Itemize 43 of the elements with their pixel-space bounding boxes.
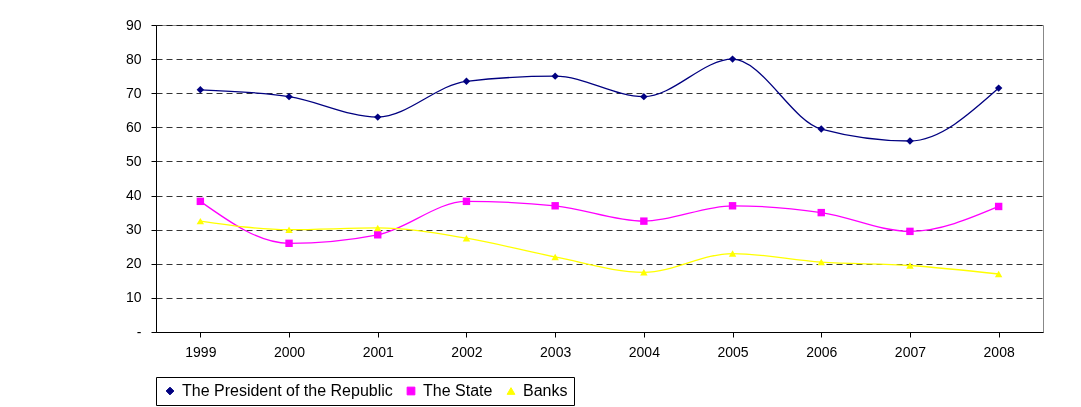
point: [640, 217, 648, 225]
x-tick-label: 2006: [806, 343, 838, 360]
x-tick-label: 2000: [273, 343, 306, 360]
point: [906, 227, 914, 236]
y-tick-label: -: [136, 323, 142, 340]
legend-label: The State: [423, 382, 493, 399]
x-tick-label: 2008: [983, 343, 1015, 360]
point: [640, 269, 648, 276]
point: [551, 202, 559, 210]
point: [196, 86, 205, 94]
point: [462, 77, 471, 85]
point: [994, 84, 1003, 92]
x-tick-label: 2007: [894, 343, 927, 360]
point: [728, 250, 737, 257]
point: [196, 217, 205, 225]
point: [994, 270, 1003, 278]
point: [640, 92, 648, 101]
point: [551, 72, 559, 80]
x-tick-label: 2002: [451, 343, 483, 360]
point: [285, 226, 293, 233]
y-tick-label: 70: [125, 84, 142, 101]
x-tick-label: 2004: [628, 343, 661, 360]
y-tick-label: 80: [125, 50, 142, 67]
x-tick-label: 2005: [717, 343, 749, 360]
legend-label: The President of the Republic: [182, 382, 393, 399]
point: [728, 55, 737, 63]
y-tick-label: 20: [125, 255, 142, 272]
point: [906, 262, 914, 269]
x-tick-label: 2001: [362, 343, 395, 360]
point: [374, 113, 382, 121]
y-tick-label: 40: [125, 187, 142, 204]
y-tick-label: 50: [125, 152, 142, 169]
y-tick-label: 60: [125, 118, 142, 135]
legend-label: Banks: [523, 382, 568, 399]
point: [374, 224, 382, 232]
point: [285, 239, 293, 248]
y-tick-label: 90: [125, 16, 142, 33]
x-tick-label: 1999: [185, 343, 217, 360]
point: [551, 253, 559, 261]
y-tick-label: 30: [125, 221, 142, 238]
x-tick-label: 2003: [540, 343, 572, 360]
point: [285, 92, 293, 101]
y-tick-label: 10: [125, 289, 142, 306]
